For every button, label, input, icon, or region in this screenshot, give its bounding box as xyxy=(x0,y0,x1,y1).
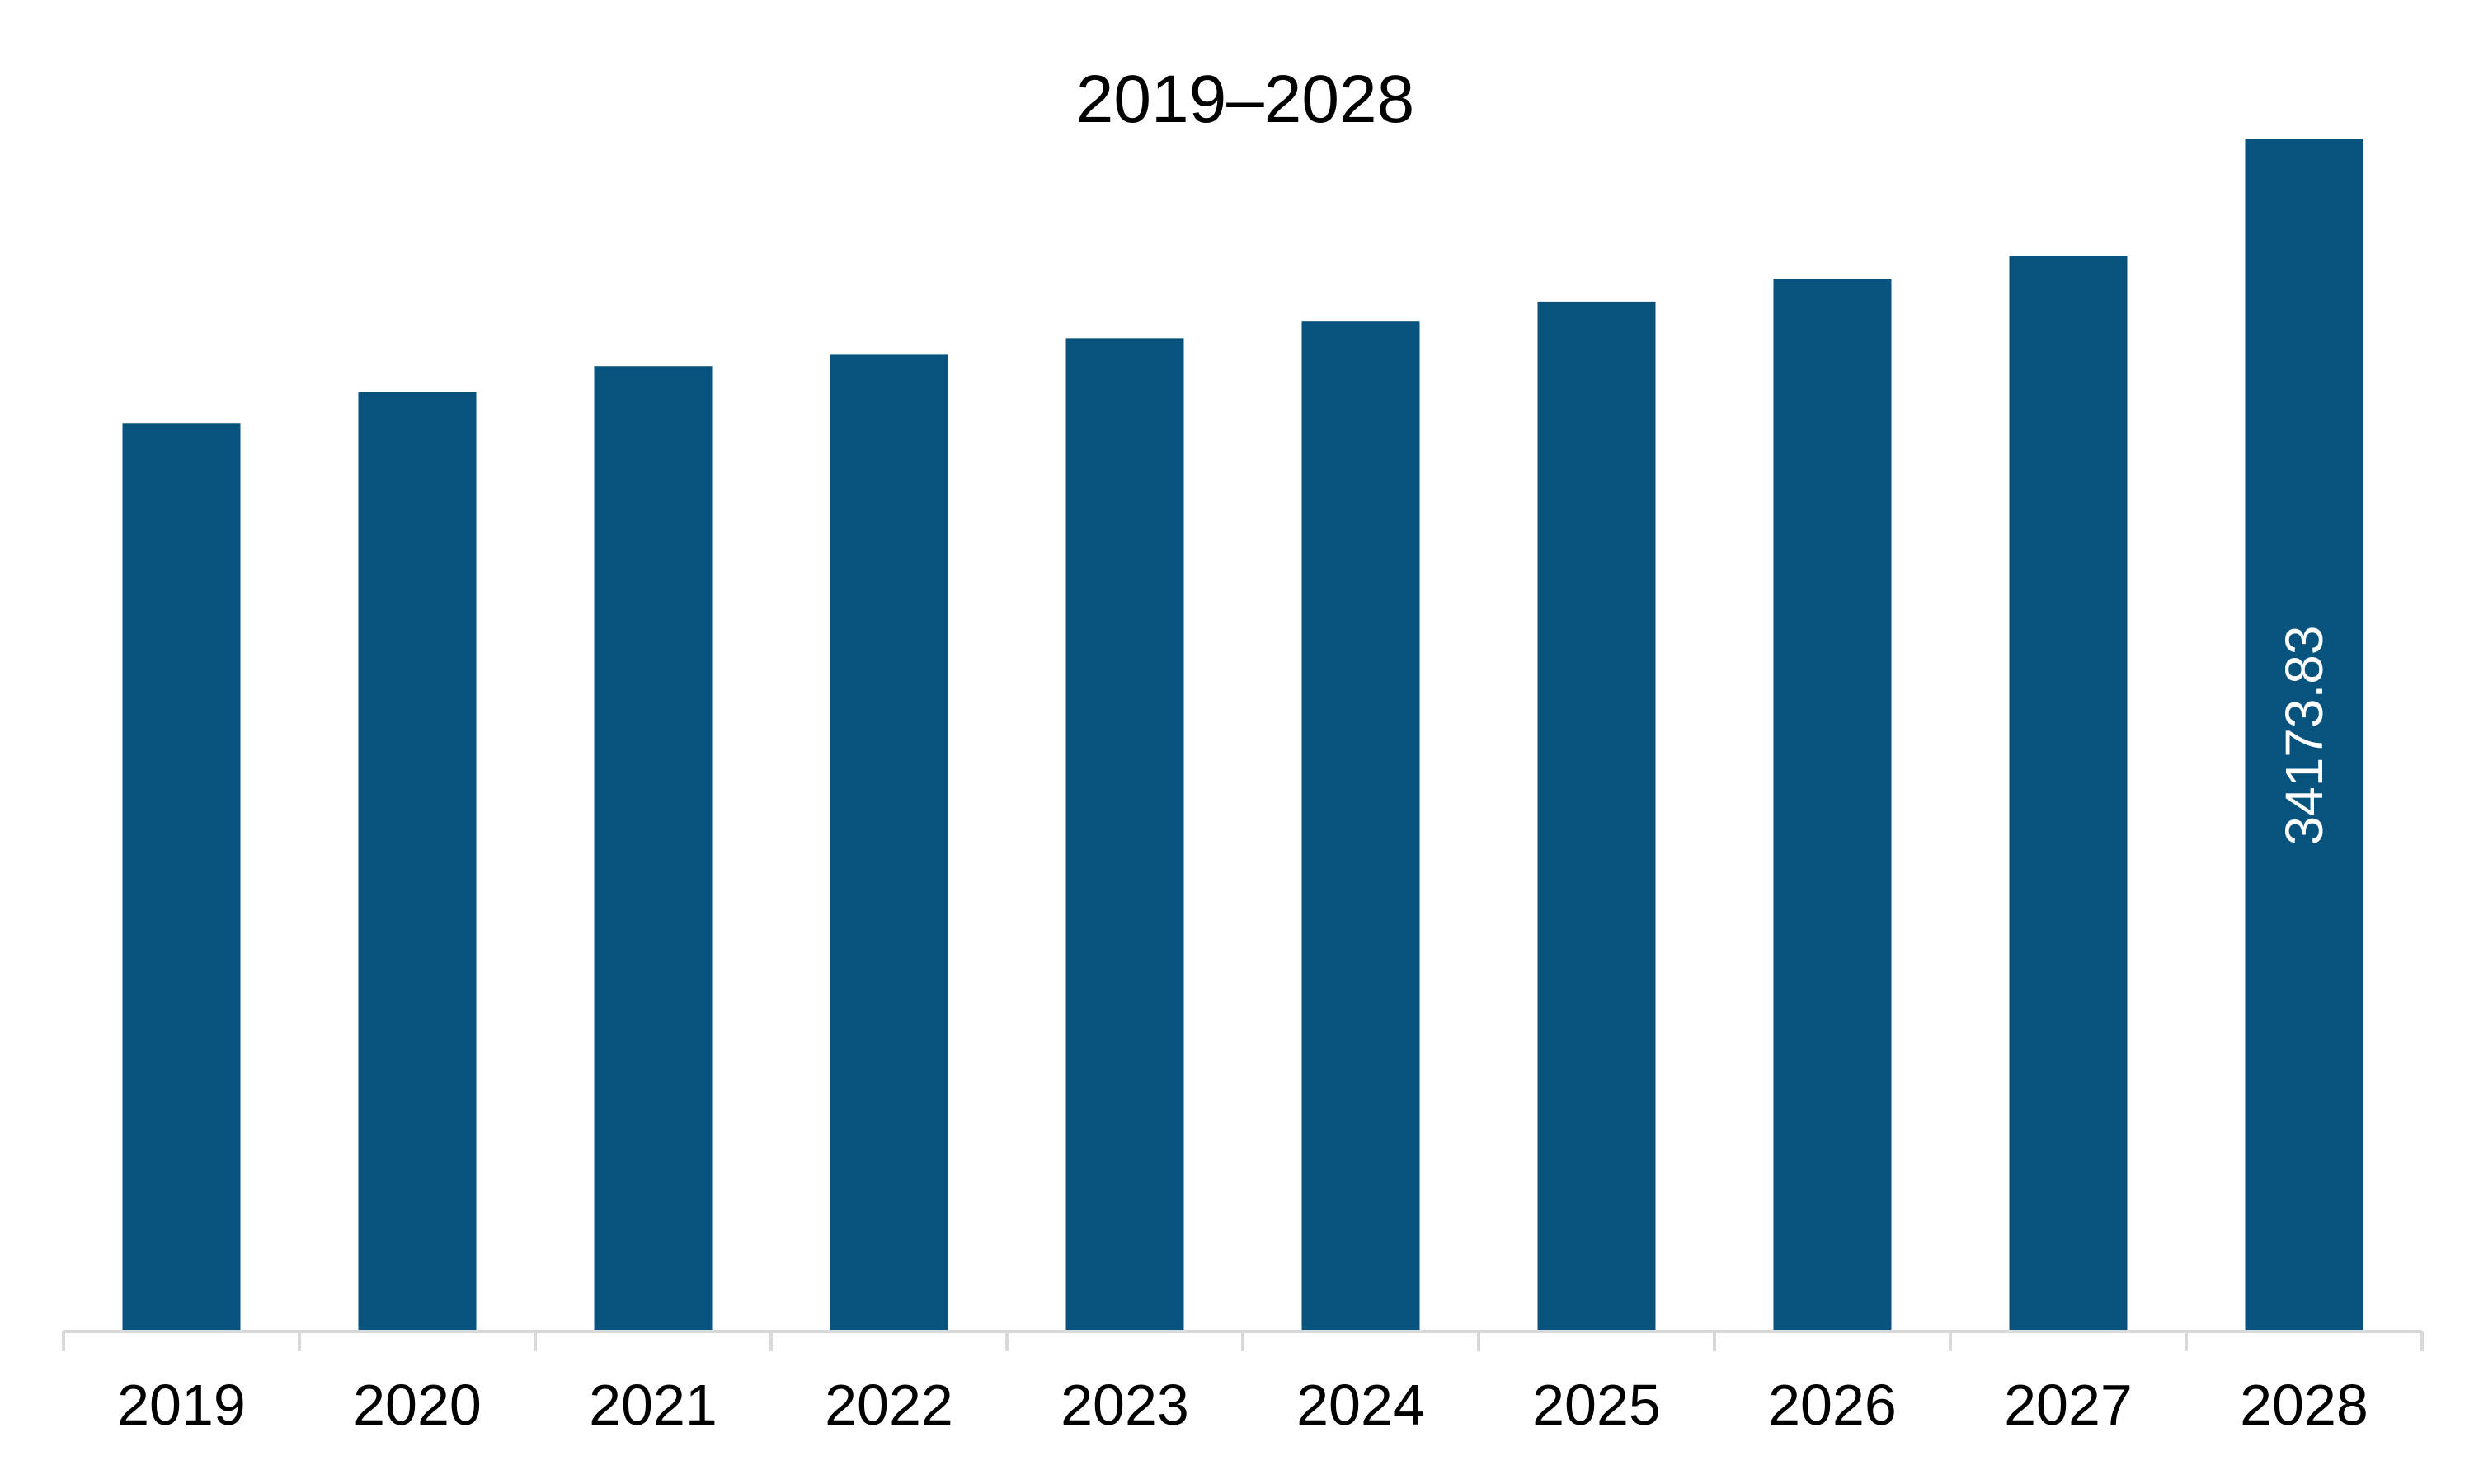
x-tick-label-2022: 2022 xyxy=(825,1373,953,1437)
x-tick-label-2028: 2028 xyxy=(2240,1373,2368,1437)
data-label-2028: 34173.83 xyxy=(2274,626,2334,846)
bar-2028 xyxy=(2245,139,2363,1331)
tick-labels: 2019 2020 2021 2022 2023 2024 2025 2026 2027 2028 xyxy=(117,1373,2368,1437)
chart-title: 2019–2028 xyxy=(1076,62,1414,137)
bar-2022 xyxy=(830,354,948,1331)
x-tick-label-2021: 2021 xyxy=(589,1373,717,1437)
x-tick-label-2024: 2024 xyxy=(1296,1373,1425,1437)
x-tick-label-2027: 2027 xyxy=(2004,1373,2133,1437)
bar-2024 xyxy=(1301,321,1420,1331)
data-labels: 34173.83 xyxy=(2274,626,2334,846)
bar-2021 xyxy=(594,366,713,1331)
x-tick-label-2019: 2019 xyxy=(117,1373,246,1437)
bar-2025 xyxy=(1537,301,1656,1332)
x-tick-label-2020: 2020 xyxy=(353,1373,482,1437)
x-axis xyxy=(62,1330,2424,1351)
bar-2019 xyxy=(122,423,241,1332)
bars-layer xyxy=(122,139,2363,1332)
x-tick-label-2023: 2023 xyxy=(1061,1373,1189,1437)
bar-2020 xyxy=(358,392,477,1332)
bar-2027 xyxy=(2009,256,2128,1331)
x-tick-label-2025: 2025 xyxy=(1532,1373,1661,1437)
x-tick-label-2026: 2026 xyxy=(1768,1373,1897,1437)
bar-2023 xyxy=(1065,338,1184,1332)
bar-2026 xyxy=(1773,279,1892,1331)
